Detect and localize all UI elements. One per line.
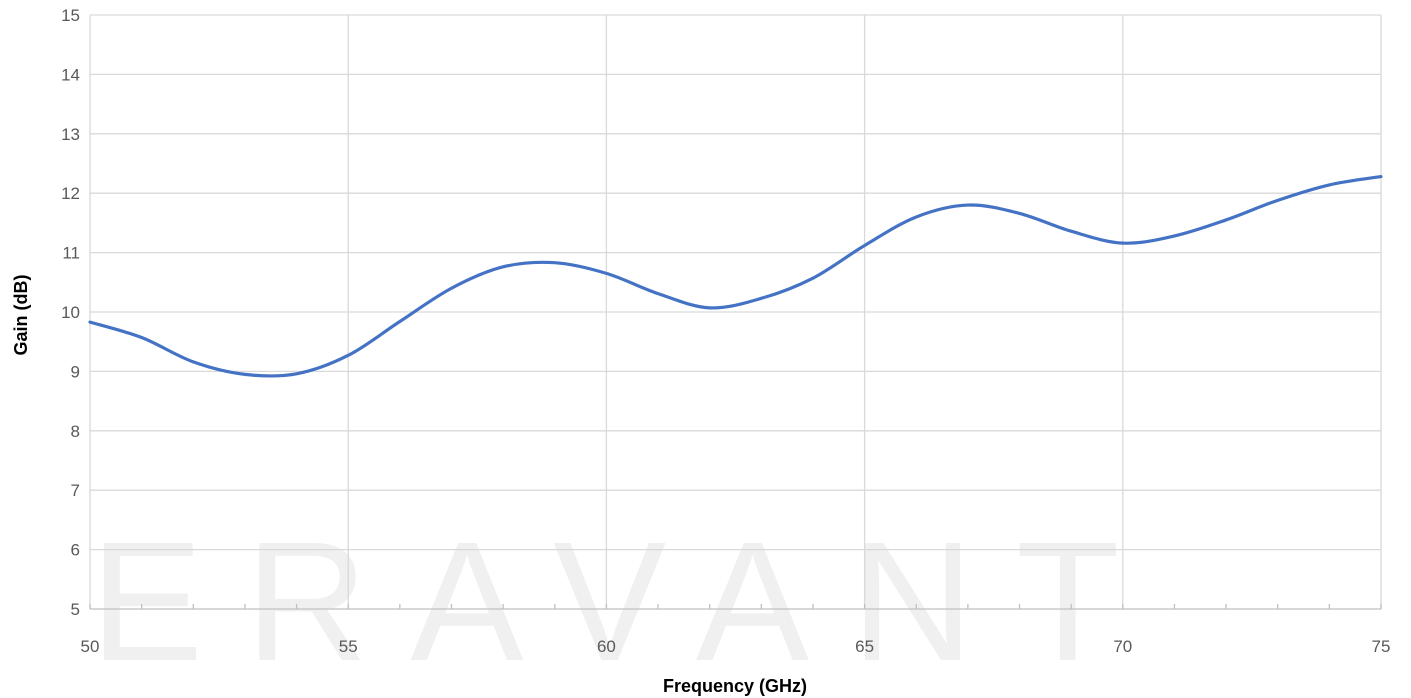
y-tick-label: 7: [71, 481, 80, 500]
y-tick-label: 10: [61, 303, 80, 322]
y-tick-label: 8: [71, 422, 80, 441]
y-tick-label: 12: [61, 184, 80, 203]
y-tick-label: 9: [71, 362, 80, 381]
watermark: ERAVANT: [90, 507, 1162, 697]
series-line: [88, 174, 1383, 378]
x-axis-title: Frequency (GHz): [663, 676, 807, 696]
y-tick-label: 6: [71, 541, 80, 560]
y-tick-label: 14: [61, 65, 80, 84]
x-tick-label: 70: [1113, 637, 1132, 656]
y-tick-label: 11: [62, 244, 80, 263]
x-tick-label: 65: [855, 637, 874, 656]
x-tick-label: 60: [597, 637, 616, 656]
grid: [89, 14, 1382, 609]
y-tick-label: 5: [71, 600, 80, 619]
y-axis: 5 6 7 8 9 10 11 12 13 14 15: [61, 6, 80, 619]
x-axis: 50 55 60 65 70 75: [81, 604, 1391, 656]
x-tick-label: 55: [339, 637, 358, 656]
x-tick-label: 75: [1372, 637, 1391, 656]
series-group: [88, 174, 1383, 378]
y-tick-label: 13: [61, 125, 80, 144]
y-tick-label: 15: [61, 6, 80, 25]
x-tick-label: 50: [81, 637, 100, 656]
y-axis-title: Gain (dB): [11, 275, 31, 356]
